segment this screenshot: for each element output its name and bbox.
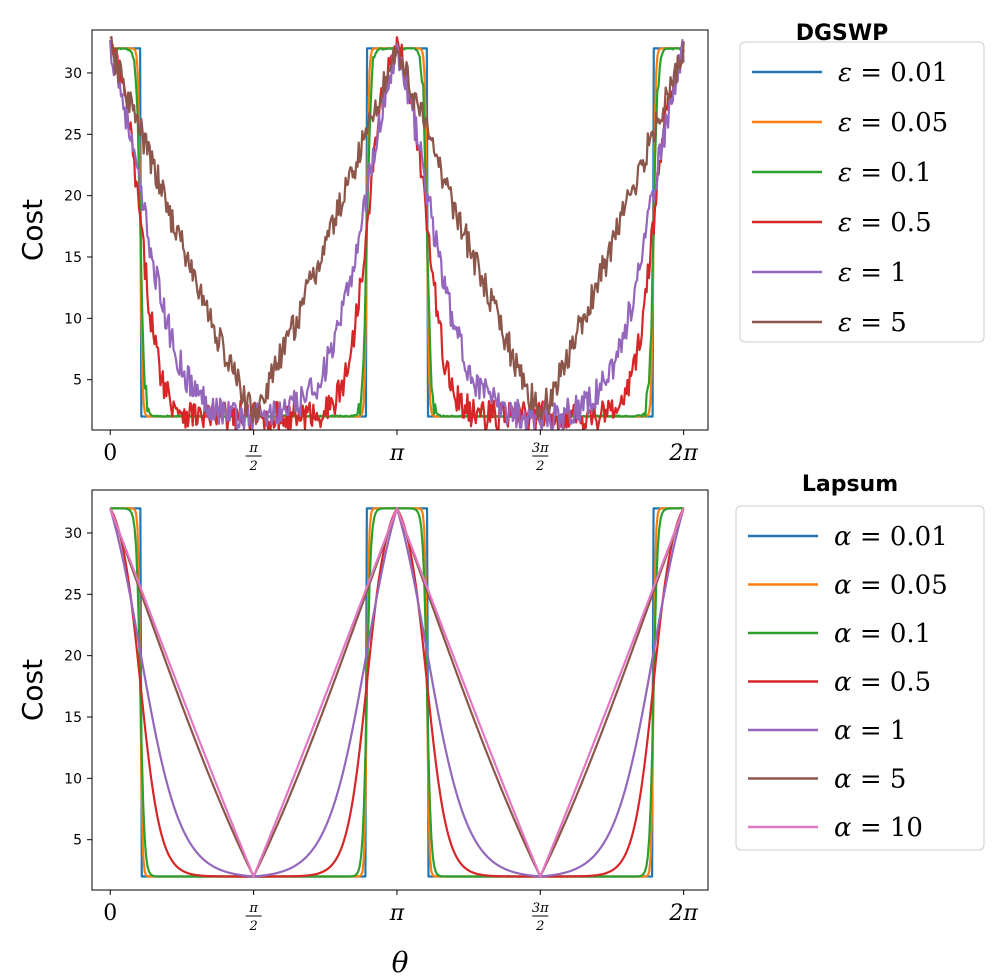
lapsum-legend-label-2: α = 0.1: [834, 619, 931, 649]
svg-text:2: 2: [535, 919, 544, 934]
dgswp-series-line-0: [110, 47, 684, 418]
lapsum-series-lines: [109, 507, 685, 878]
lapsum-legend-box: [735, 505, 985, 851]
dgswp-legend-label-0: ε = 0.01: [838, 58, 948, 88]
lapsum-legend-label-3: α = 0.5: [834, 668, 931, 698]
dgswp-legend-label-4: ε = 1: [838, 258, 907, 288]
svg-text:π: π: [248, 901, 258, 916]
lapsum-ytick-label: 25: [64, 587, 82, 603]
dgswp-series-line-4: [109, 38, 685, 430]
lapsum-ytick-label: 5: [73, 833, 82, 849]
svg-text:2: 2: [248, 459, 257, 474]
dgswp-ytick-label: 25: [64, 127, 82, 143]
lapsum-series-line-2: [110, 507, 684, 878]
lapsum-ytick-label: 10: [64, 771, 82, 787]
lapsum-ylabel: Cost: [16, 659, 49, 721]
dgswp-legend-label-5: ε = 5: [838, 308, 907, 338]
lapsum-legend-label-0: α = 0.01: [834, 522, 948, 552]
dgswp-ytick-label: 5: [73, 373, 82, 389]
lapsum-legend-label-5: α = 5: [834, 765, 906, 795]
dgswp-series-line-5: [109, 35, 685, 426]
lapsum-legend-label-1: α = 0.05: [834, 571, 948, 601]
dgswp-ylabel: Cost: [16, 199, 49, 261]
dgswp-xtick-label-3: 3π2: [532, 441, 549, 474]
lapsum-ytick-label: 15: [64, 710, 82, 726]
lapsum-ytick-label: 30: [64, 526, 82, 542]
dgswp-ytick-label: 30: [64, 66, 82, 82]
dgswp-legend-label-3: ε = 0.5: [838, 208, 932, 238]
dgswp-legend: ε = 0.01 ε = 0.05 ε = 0.1 ε = 0.5 ε = 1 ε = 5: [739, 41, 985, 343]
svg-text:π: π: [248, 441, 258, 456]
lapsum-ytick-label: 20: [64, 649, 82, 665]
dgswp-xtick-label-1: π2: [245, 441, 262, 474]
lapsum-series-line-6: [109, 507, 685, 878]
lapsum-series-line-3: [109, 507, 685, 878]
dgswp-legend-box: [739, 41, 985, 343]
dgswp-series-line-1: [110, 47, 684, 418]
lapsum-xtick-label-0: 0: [103, 901, 117, 926]
lapsum-xtick-label-3: 3π2: [532, 901, 549, 934]
dgswp-xtick-label-2: π: [389, 441, 405, 466]
lapsum-legend-title: Lapsum: [802, 472, 898, 497]
dgswp-ytick-label: 20: [64, 189, 82, 205]
dgswp-axes-frame: [91, 29, 709, 431]
lapsum-xtick-label-4: 2π: [668, 901, 698, 926]
dgswp-series-lines: [109, 35, 685, 430]
lapsum-xtick-label-1: π2: [245, 901, 262, 934]
dgswp-xtick-label-4: 2π: [668, 441, 698, 466]
lapsum-legend-label-4: α = 1: [834, 716, 906, 746]
dgswp-xtick-label-0: 0: [103, 441, 117, 466]
svg-text:2: 2: [248, 919, 257, 934]
dgswp-legend-label-2: ε = 0.1: [838, 158, 932, 188]
svg-text:2: 2: [535, 459, 544, 474]
dgswp-ytick-label: 10: [64, 311, 82, 327]
svg-text:3π: 3π: [532, 441, 549, 456]
lapsum-legend-label-6: α = 10: [834, 813, 923, 843]
lapsum-xlabel: θ: [392, 946, 409, 978]
dgswp-ytick-label: 15: [64, 250, 82, 266]
svg-text:3π: 3π: [532, 901, 549, 916]
lapsum-series-line-4: [109, 507, 685, 878]
dgswp-series-line-2: [110, 47, 684, 418]
lapsum-legend: α = 0.01 α = 0.05 α = 0.1 α = 0.5 α = 1 α = 5…: [735, 505, 985, 851]
lapsum-axes-frame: [91, 489, 709, 891]
dgswp-legend-label-1: ε = 0.05: [838, 108, 948, 138]
lapsum-series-line-5: [109, 507, 685, 878]
dgswp-series-line-3: [109, 36, 685, 430]
lapsum-series-line-1: [110, 507, 684, 878]
lapsum-xtick-label-2: π: [389, 901, 405, 926]
lapsum-series-line-0: [110, 507, 684, 878]
